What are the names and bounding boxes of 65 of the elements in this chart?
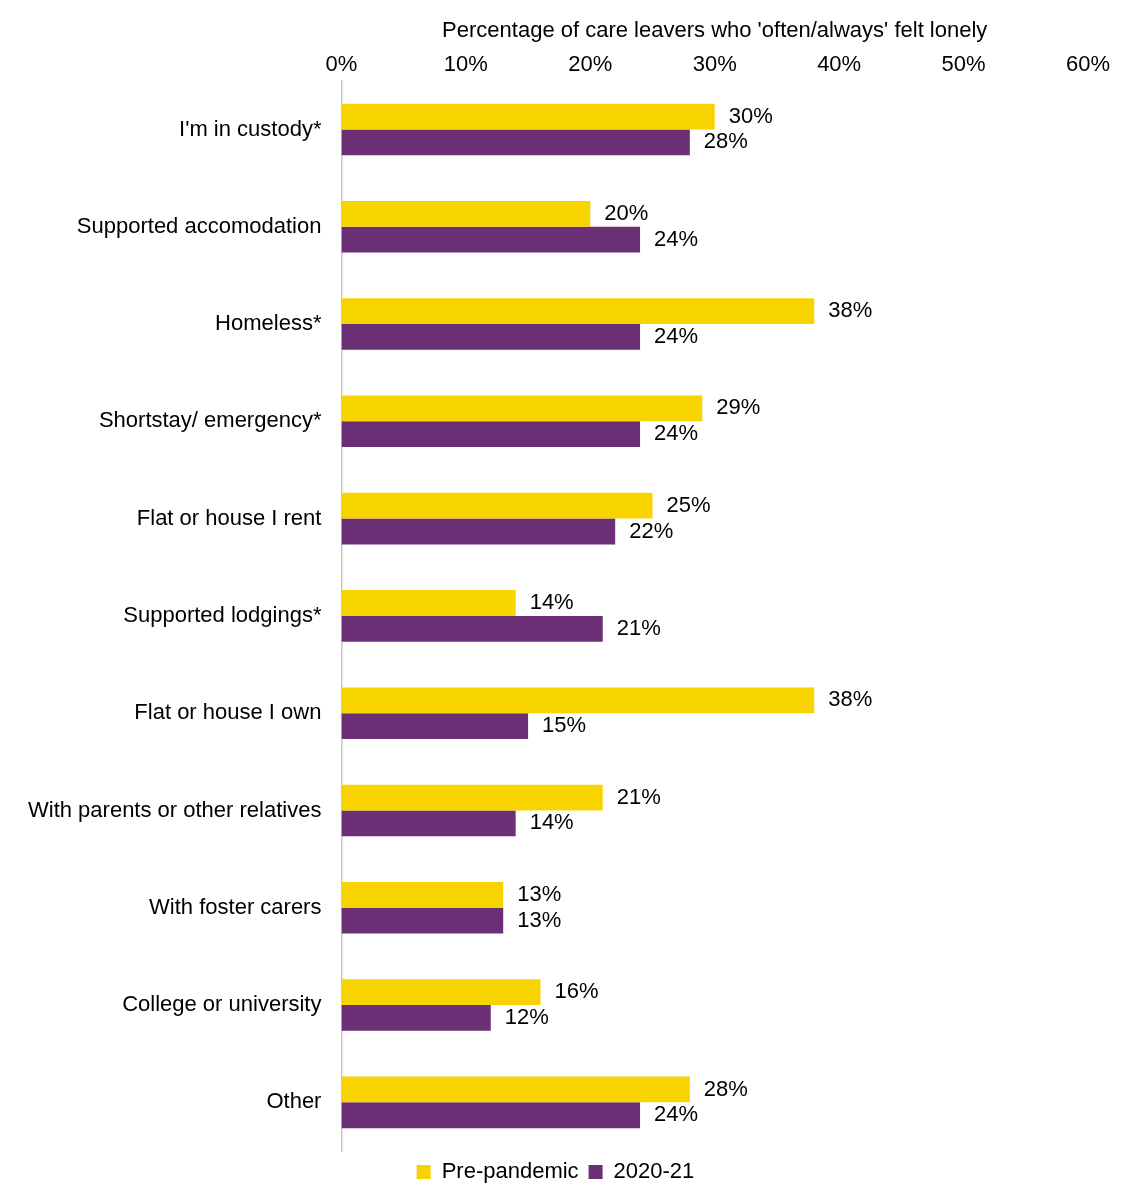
bar bbox=[341, 492, 653, 519]
legend-label: 2020-21 bbox=[613, 1158, 695, 1184]
legend-label: Pre-pandemic bbox=[441, 1158, 579, 1184]
data-label: 21% bbox=[616, 783, 661, 809]
x-tick-label: 0% bbox=[325, 50, 358, 76]
y-tick-label: With parents or other relatives bbox=[27, 796, 322, 822]
data-label: 38% bbox=[828, 297, 873, 323]
data-label: 24% bbox=[654, 322, 699, 348]
data-label: 24% bbox=[654, 225, 699, 251]
bar bbox=[341, 103, 715, 130]
bar bbox=[341, 200, 591, 227]
data-label: 24% bbox=[654, 420, 699, 446]
y-tick-label: Flat or house I rent bbox=[136, 504, 322, 530]
bar bbox=[341, 1005, 491, 1031]
data-label: 20% bbox=[604, 199, 649, 225]
bar bbox=[341, 421, 641, 448]
bar bbox=[341, 590, 516, 616]
data-label: 13% bbox=[517, 906, 562, 932]
data-label: 25% bbox=[666, 491, 711, 517]
bar bbox=[341, 810, 516, 837]
bar bbox=[341, 687, 815, 714]
x-tick-label: 20% bbox=[568, 50, 613, 76]
y-tick-label: Supported accomodation bbox=[76, 212, 322, 238]
bar bbox=[341, 881, 504, 908]
data-label: 21% bbox=[616, 614, 661, 640]
bar bbox=[341, 129, 690, 156]
data-label: 22% bbox=[629, 517, 674, 543]
bar bbox=[341, 518, 616, 545]
data-label: 29% bbox=[716, 394, 761, 420]
x-tick-label: 50% bbox=[941, 50, 986, 76]
y-tick-label: Homeless* bbox=[215, 310, 322, 336]
x-axis-title: Percentage of care leavers who 'often/always' felt lonely bbox=[442, 17, 988, 43]
bar bbox=[341, 395, 703, 422]
x-tick-label: 10% bbox=[443, 50, 488, 76]
y-tick-label: With foster carers bbox=[149, 893, 322, 919]
bar bbox=[341, 784, 603, 811]
data-label: 14% bbox=[529, 589, 574, 615]
bar bbox=[341, 1102, 641, 1129]
data-label: 24% bbox=[654, 1101, 699, 1127]
bar bbox=[341, 979, 541, 1006]
data-label: 30% bbox=[728, 102, 773, 128]
y-tick-label: College or university bbox=[122, 991, 322, 1017]
y-tick-label: Other bbox=[266, 1088, 322, 1114]
data-label: 16% bbox=[554, 978, 599, 1004]
y-tick-label: Shortstay/ emergency* bbox=[98, 407, 322, 433]
y-tick-label: I'm in custody* bbox=[179, 115, 322, 141]
data-label: 14% bbox=[529, 809, 574, 835]
data-label: 15% bbox=[542, 712, 587, 738]
x-tick-label: 30% bbox=[692, 50, 737, 76]
bar bbox=[341, 298, 815, 325]
bar bbox=[341, 713, 529, 739]
bar bbox=[341, 907, 504, 934]
bar bbox=[341, 324, 641, 350]
bar bbox=[341, 1076, 690, 1103]
y-tick-label: Flat or house I own bbox=[134, 699, 322, 725]
data-label: 13% bbox=[517, 880, 562, 906]
x-tick-label: 60% bbox=[1065, 50, 1111, 76]
y-tick-label: Supported lodgings* bbox=[123, 601, 322, 627]
data-label: 28% bbox=[703, 128, 748, 154]
bar bbox=[341, 226, 641, 253]
data-label: 28% bbox=[703, 1075, 748, 1101]
data-label: 38% bbox=[828, 686, 873, 712]
x-tick-label: 40% bbox=[817, 50, 862, 76]
data-label: 12% bbox=[504, 1004, 549, 1030]
bar bbox=[341, 615, 603, 642]
